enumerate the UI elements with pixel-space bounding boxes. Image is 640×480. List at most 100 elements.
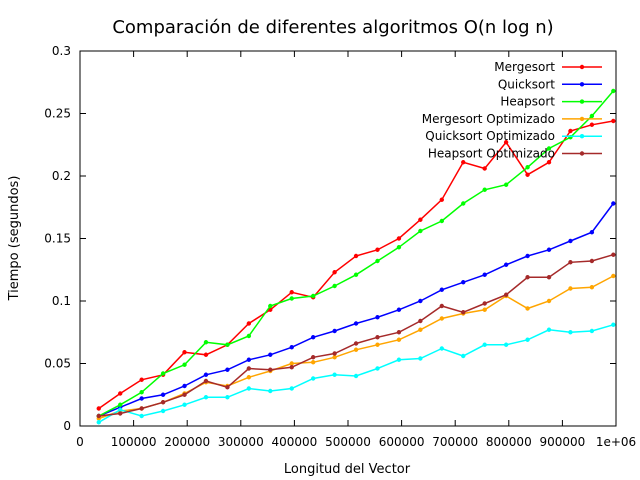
data-point-mergesort — [461, 160, 466, 165]
data-point-heapsort — [332, 283, 337, 289]
data-point-mergesort — [96, 406, 101, 411]
data-point-mergesort-optimizado — [589, 285, 595, 290]
x-tick-label: 400000 — [271, 435, 317, 449]
data-point-mergesort — [482, 166, 487, 171]
data-point-quicksort — [611, 201, 616, 206]
data-point-mergesort — [118, 391, 123, 396]
legend-label: Mergesort — [494, 60, 555, 74]
data-point-quicksort — [396, 307, 402, 312]
data-point-quicksort-optimizado — [589, 328, 595, 334]
data-point-heapsort — [439, 218, 444, 224]
data-point-mergesort — [568, 128, 573, 134]
data-point-mergesort — [396, 236, 402, 241]
data-point-heapsort-optimizado — [118, 411, 123, 416]
data-point-mergesort — [182, 350, 187, 355]
data-point-quicksort — [203, 372, 209, 377]
data-point-mergesort — [525, 172, 530, 177]
x-tick-label: 500000 — [325, 435, 371, 449]
data-point-quicksort — [182, 383, 187, 389]
legend-swatch-point — [579, 99, 585, 104]
data-point-mergesort-optimizado — [375, 342, 380, 347]
data-point-quicksort-optimizado — [268, 388, 273, 394]
data-point-quicksort-optimizado — [611, 322, 616, 327]
data-point-heapsort — [525, 165, 530, 170]
y-tick-label: 0.3 — [52, 44, 71, 58]
data-point-quicksort — [353, 321, 359, 326]
legend-item-heapsort-optimizado: Heapsort Optimizado — [428, 147, 602, 161]
chart-title: Comparación de diferentes algoritmos O(n… — [112, 17, 553, 38]
data-point-heapsort-optimizado — [546, 275, 552, 280]
legend-swatch-point — [579, 64, 585, 70]
data-point-mergesort-optimizado — [289, 361, 294, 366]
data-point-heapsort — [503, 182, 509, 187]
y-axis-label: Tiempo (segundos) — [7, 176, 22, 302]
data-point-heapsort-optimizado — [375, 335, 380, 340]
y-tick-label: 0.05 — [44, 357, 71, 371]
data-point-quicksort — [268, 352, 273, 357]
data-point-quicksort-optimizado — [332, 372, 337, 377]
x-tick-label: 1e+06 — [596, 435, 636, 449]
data-point-heapsort-optimizado — [589, 258, 595, 264]
data-point-heapsort-optimizado — [310, 355, 316, 360]
y-tick-label: 0.2 — [52, 169, 71, 183]
data-point-mergesort — [546, 160, 552, 165]
data-point-heapsort — [289, 296, 294, 301]
data-point-heapsort — [589, 113, 595, 119]
legend-label: Quicksort Optimizado — [425, 129, 555, 143]
series-line-mergesort — [98, 120, 614, 410]
data-point-quicksort-optimizado — [225, 395, 230, 400]
data-point-mergesort-optimizado — [482, 307, 487, 312]
legend-item-heapsort: Heapsort — [500, 95, 602, 109]
data-point-heapsort-optimizado — [396, 330, 402, 335]
data-point-quicksort-optimizado — [418, 356, 423, 361]
data-point-heapsort — [396, 245, 402, 250]
data-point-mergesort — [503, 140, 509, 145]
data-point-mergesort — [439, 197, 444, 202]
data-point-heapsort — [546, 146, 552, 151]
data-point-quicksort — [160, 392, 166, 397]
data-point-heapsort — [225, 342, 230, 347]
series-heapsort — [96, 88, 616, 419]
data-point-heapsort-optimizado — [461, 310, 466, 315]
x-tick-label: 200000 — [164, 435, 210, 449]
data-point-quicksort — [332, 328, 337, 334]
legend-item-mergesort-optimizado: Mergesort Optimizado — [422, 112, 602, 126]
data-point-heapsort-optimizado — [525, 275, 530, 280]
y-tick-label: 0.1 — [52, 294, 71, 308]
data-point-quicksort-optimizado — [353, 373, 359, 379]
legend-label: Quicksort — [498, 77, 555, 91]
data-point-quicksort-optimizado — [182, 402, 187, 407]
data-point-quicksort — [482, 272, 487, 277]
legend-label: Heapsort — [500, 95, 555, 109]
series-mergesort — [96, 118, 616, 411]
data-point-quicksort-optimizado — [289, 386, 294, 391]
data-point-mergesort-optimizado — [546, 298, 552, 304]
data-point-mergesort-optimizado — [310, 360, 316, 365]
data-point-mergesort — [589, 122, 595, 127]
data-point-quicksort — [139, 396, 144, 401]
y-tick-label: 0.15 — [44, 232, 71, 246]
data-point-quicksort-optimizado — [396, 357, 402, 362]
data-point-mergesort-optimizado — [246, 375, 252, 380]
data-point-heapsort — [118, 402, 123, 407]
data-point-quicksort-optimizado — [118, 407, 123, 412]
x-tick-label: 700000 — [432, 435, 478, 449]
data-point-heapsort-optimizado — [568, 260, 573, 265]
data-point-quicksort — [225, 367, 230, 372]
data-point-heapsort — [268, 303, 273, 309]
data-point-heapsort-optimizado — [268, 367, 273, 372]
x-tick-label: 300000 — [218, 435, 264, 449]
legend-label: Mergesort Optimizado — [422, 112, 555, 126]
data-point-quicksort — [461, 280, 466, 285]
data-point-heapsort — [461, 201, 466, 206]
legend-item-mergesort: Mergesort — [494, 60, 602, 74]
data-point-heapsort — [611, 88, 616, 94]
data-point-mergesort-optimizado — [611, 273, 616, 279]
data-point-heapsort — [182, 362, 187, 367]
data-point-mergesort-optimizado — [418, 327, 423, 332]
x-tick-label: 0 — [76, 435, 84, 449]
data-point-quicksort-optimizado — [439, 346, 444, 351]
data-point-heapsort-optimizado — [353, 341, 359, 346]
data-point-heapsort-optimizado — [96, 413, 101, 419]
data-point-quicksort-optimizado — [246, 386, 252, 391]
